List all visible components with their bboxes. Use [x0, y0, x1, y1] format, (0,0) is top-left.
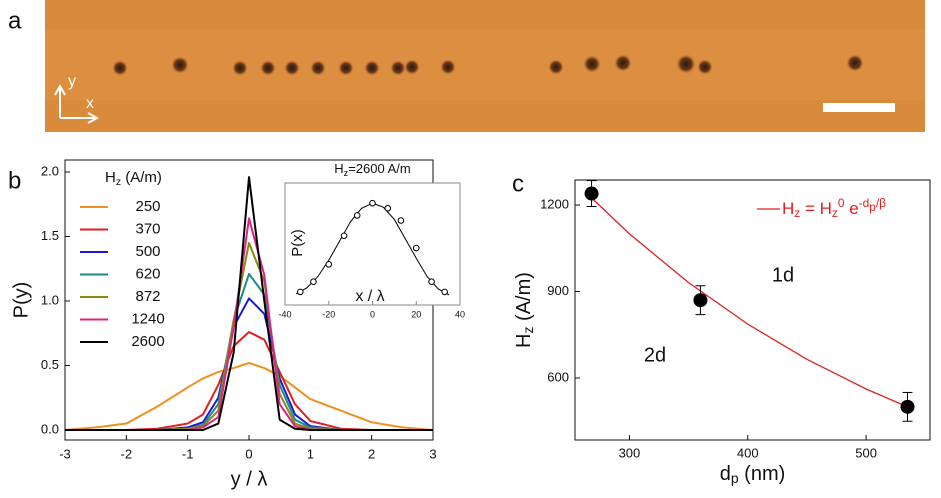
data-point: [325, 261, 333, 268]
x-tick-label: 20: [411, 309, 421, 319]
annotation: 2d: [644, 344, 666, 366]
text-part: =2600 A/m: [348, 161, 411, 176]
y-axis-title: Hz (A/m): [513, 272, 535, 348]
y-tick-label: 2.0: [41, 163, 59, 178]
axis-label: y: [68, 73, 76, 90]
x-tick-label: 300: [619, 445, 641, 460]
text-part: /β: [876, 196, 886, 210]
text-part: d: [720, 463, 731, 485]
text-part: (A/m): [121, 169, 162, 186]
x-tick-label: 3: [429, 446, 436, 461]
text-part: = H: [800, 199, 832, 218]
legend-label: 2600: [131, 333, 164, 350]
text-part: p: [869, 200, 876, 214]
x-tick-label: -3: [59, 446, 71, 461]
data-point: [900, 399, 915, 414]
x-tick-label: 0: [245, 446, 252, 461]
legend-label: 620: [135, 265, 160, 282]
text-part: (nm): [739, 463, 786, 485]
legend-label: 1240: [131, 310, 164, 327]
y-tick-label: 600: [547, 369, 569, 384]
legend-label: 500: [135, 243, 160, 260]
data-point: [369, 199, 376, 207]
line-series: [65, 176, 433, 431]
legend-label: 370: [135, 220, 160, 237]
data-point: [441, 288, 448, 296]
panel-label: b: [8, 167, 21, 194]
panel-label: c: [512, 170, 524, 197]
x-tick-label: 40: [455, 309, 465, 319]
data-point: [428, 278, 435, 286]
fit-line: [591, 197, 914, 411]
text-part: z: [344, 168, 349, 178]
x-tick-label: 400: [737, 445, 759, 460]
x-tick-label: -20: [322, 309, 335, 319]
particles: [112, 54, 864, 76]
data-point: [384, 204, 392, 212]
x-tick-label: -40: [278, 309, 291, 319]
data-point: [397, 217, 405, 224]
inset-x-title: x / λ: [355, 288, 384, 305]
text-part: 0: [838, 196, 845, 210]
text-part: p: [731, 470, 739, 486]
data-point: [297, 288, 304, 296]
text-part: H: [782, 199, 794, 218]
legend-label: Hz = Hz0 e-dp/β: [782, 196, 886, 220]
x-tick-label: -2: [121, 446, 133, 461]
panel-label: a: [8, 7, 22, 34]
x-tick-label: 1: [307, 446, 314, 461]
line-series: [65, 330, 433, 431]
legend-label: 250: [135, 198, 160, 215]
text-part: H: [513, 333, 535, 347]
y-tick-label: 1.0: [41, 292, 59, 307]
scale-bar: [823, 103, 895, 112]
text-part: -d: [859, 196, 870, 210]
data-point: [412, 244, 420, 252]
line-series: [65, 297, 433, 431]
legend-title: Hz (A/m): [105, 169, 162, 188]
x-tick-label: 500: [855, 445, 877, 460]
text-part: z: [832, 206, 838, 220]
data-point: [693, 293, 708, 308]
data-point: [310, 278, 317, 286]
x-axis-title: y / λ: [231, 468, 268, 490]
text-part: z: [794, 206, 800, 220]
channel: [45, 30, 925, 100]
line-series: [64, 361, 434, 431]
y-tick-label: 0.5: [41, 357, 59, 372]
axes-arrows: [54, 83, 100, 124]
y-tick-label: 0.0: [41, 421, 59, 436]
text-part: (A/m): [513, 272, 535, 326]
plot-frame: [574, 179, 931, 441]
text-part: H: [334, 161, 343, 176]
y-tick-label: 900: [547, 283, 569, 298]
data-point: [340, 232, 348, 240]
inset-title: Hz=2600 A/m: [334, 161, 410, 178]
x-tick-label: 2: [368, 446, 375, 461]
annotation: 1d: [772, 264, 794, 286]
text-part: H: [105, 169, 116, 186]
data-point: [353, 212, 361, 219]
x-tick-label: -1: [182, 446, 194, 461]
y-tick-label: 1.5: [41, 228, 59, 243]
axis-label: x: [86, 95, 94, 112]
y-tick-label: 1200: [540, 197, 569, 212]
data-point: [584, 186, 599, 201]
x-tick-label: 0: [370, 309, 375, 319]
y-axis-title: P(y): [10, 282, 32, 319]
legend-label: 872: [135, 288, 160, 305]
text-part: e: [844, 199, 858, 218]
inset-y-title: P(x): [289, 229, 306, 257]
x-axis-title: dp (nm): [720, 463, 786, 485]
text-part: z: [520, 326, 536, 333]
text-part: z: [116, 176, 121, 188]
